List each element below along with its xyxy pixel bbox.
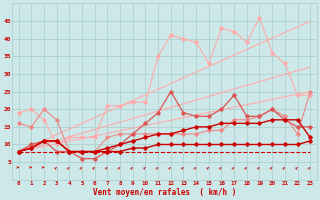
X-axis label: Vent moyen/en rafales  ( km/h ): Vent moyen/en rafales ( km/h ) xyxy=(93,188,236,197)
